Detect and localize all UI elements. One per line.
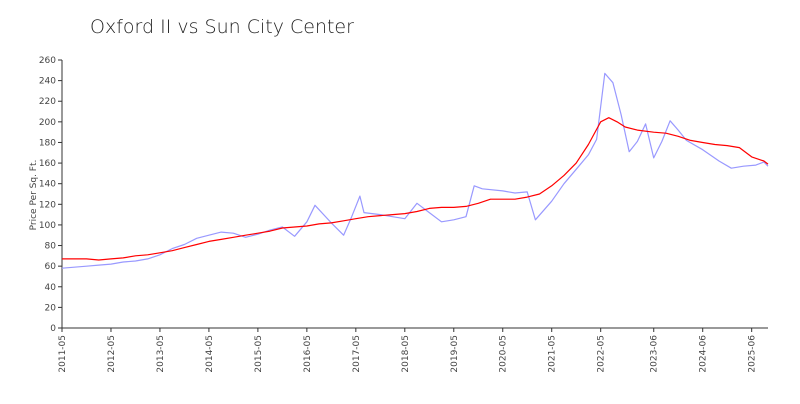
chart-title: Oxford II vs Sun City Center xyxy=(90,16,354,38)
y-tick-label: 20 xyxy=(45,303,57,313)
x-tick-label: 2023-06 xyxy=(650,335,660,373)
x-tick-label: 2024-06 xyxy=(699,335,709,373)
y-ticks: 0 20 40 60 80 100 120 140 160 180 200 220 240 260 xyxy=(39,56,62,334)
y-tick-label: 160 xyxy=(39,159,56,169)
x-tick-label: 2011-05 xyxy=(58,335,68,373)
x-tick-label: 2020-05 xyxy=(499,335,509,373)
x-tick-label: 2017-05 xyxy=(352,335,362,373)
y-tick-label: 240 xyxy=(39,77,56,87)
y-tick-label: 220 xyxy=(39,97,56,107)
x-ticks: 2011-05 2012-05 2013-05 2014-05 2015-05 2016-… xyxy=(58,328,758,373)
y-tick-label: 0 xyxy=(50,324,56,334)
y-tick-label: 120 xyxy=(39,200,56,210)
x-tick-label: 2016-05 xyxy=(303,335,313,373)
x-tick-label: 2021-05 xyxy=(548,335,558,373)
y-tick-label: 260 xyxy=(39,56,56,66)
x-tick-label: 2014-05 xyxy=(205,335,215,373)
x-tick-label: 2012-05 xyxy=(107,335,117,373)
series-line-1 xyxy=(61,72,769,269)
y-axis-label: Price Per Sq. Ft. xyxy=(29,160,39,231)
y-tick-label: 40 xyxy=(45,283,57,293)
x-tick-label: 2013-05 xyxy=(156,335,166,373)
axes xyxy=(61,60,768,329)
x-tick-label: 2018-05 xyxy=(401,335,411,373)
series-line-2 xyxy=(62,117,769,261)
y-tick-label: 180 xyxy=(39,138,56,148)
x-tick-label: 2022-05 xyxy=(597,335,607,373)
y-tick-label: 100 xyxy=(39,221,56,231)
y-tick-label: 200 xyxy=(39,118,56,128)
y-tick-label: 80 xyxy=(45,242,57,252)
series-lines xyxy=(61,72,769,269)
y-tick-label: 140 xyxy=(39,180,56,190)
y-tick-label: 60 xyxy=(45,262,57,272)
x-tick-label: 2019-05 xyxy=(450,335,460,373)
x-tick-label: 2015-05 xyxy=(254,335,264,373)
x-tick-label: 2025-06 xyxy=(748,335,758,373)
